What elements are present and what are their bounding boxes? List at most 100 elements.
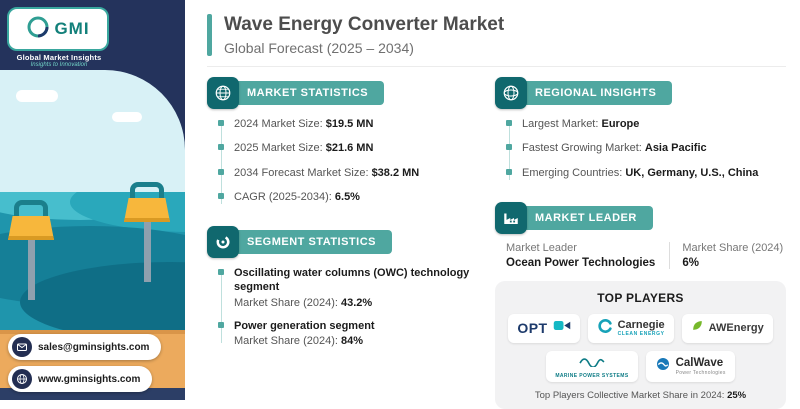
logo-tagline: Insights to Innovation	[30, 62, 88, 68]
segment-title: Oscillating water columns (OWC) technolo…	[234, 267, 470, 294]
logo-acronym: GMI	[54, 19, 90, 38]
player-logo-awenergy: AWEnergy	[681, 313, 773, 343]
stat-value: $19.5 MN	[325, 118, 374, 130]
region-item: Largest Market: Europe	[506, 117, 786, 141]
main-content: Wave Energy Converter Market Global Fore…	[185, 0, 800, 409]
stat-item: 2034 Forecast Market Size: $38.2 MN	[218, 166, 475, 190]
top-players-row: MARINE POWER SYSTEMS CalWave Power Techn…	[505, 350, 776, 382]
email-icon	[12, 337, 32, 357]
globe-icon	[12, 369, 32, 389]
segment-statistics-list: Oscillating water columns (OWC) technolo…	[218, 266, 475, 357]
market-share-label: Market Share (2024)	[682, 241, 784, 254]
stat-label: 2024 Market Size:	[234, 118, 326, 130]
segment-share-label: Market Share (2024):	[234, 335, 341, 348]
segment-share-label: Market Share (2024):	[234, 296, 341, 309]
top-players-heading: TOP PLAYERS	[597, 290, 684, 305]
globe-stats-icon	[207, 77, 239, 109]
buoy-body	[8, 216, 54, 240]
player-logo-calwave: CalWave Power Technologies	[645, 350, 735, 382]
region-label: Emerging Countries:	[522, 166, 626, 179]
contact-email-link[interactable]: sales@gminsights.com	[8, 334, 162, 360]
contact-website-link[interactable]: www.gminsights.com	[8, 366, 153, 392]
contact-email-text: sales@gminsights.com	[38, 341, 150, 353]
stat-item: 2025 Market Size: $21.6 MN	[218, 141, 475, 165]
calwave-logo-text: CalWave	[675, 357, 724, 370]
market-statistics-heading: MARKET STATISTICS	[235, 81, 385, 105]
segment-share-value: 84%	[341, 335, 364, 348]
stat-item: CAGR (2025-2034): 6.5%	[218, 190, 475, 214]
market-statistics-list: 2024 Market Size: $19.5 MN 2025 Market S…	[218, 117, 475, 214]
market-leader-heading: MARKET LEADER	[523, 205, 653, 230]
gmi-logo: GMI	[7, 7, 109, 51]
marine-power-systems-logo-text: MARINE POWER SYSTEMS	[555, 372, 629, 379]
market-share-value: 6%	[682, 256, 699, 269]
segment-item: Power generation segment Market Share (2…	[218, 319, 475, 357]
carnegie-icon	[597, 318, 613, 339]
player-logo-marine-power-systems: MARINE POWER SYSTEMS	[546, 350, 638, 382]
top-players-box: TOP PLAYERS OPT	[495, 280, 786, 409]
region-label: Fastest Growing Market:	[522, 142, 645, 155]
awenergy-logo-text: AWEnergy	[708, 322, 764, 335]
illustration-panel: GMI Global Market Insights Insights to I…	[0, 0, 185, 400]
top-players-footer: Top Players Collective Market Share in 2…	[505, 390, 776, 401]
collective-share-value: 25%	[727, 389, 747, 401]
calwave-icon	[655, 356, 671, 377]
buoy-pole	[27, 240, 35, 300]
wave-converter-buoy	[8, 200, 54, 300]
stat-value: 6.5%	[334, 190, 360, 203]
segment-statistics-section: SEGMENT STATISTICS Oscillating water col…	[207, 226, 475, 357]
market-leader-label: Market Leader	[506, 241, 577, 254]
collective-share-label: Top Players Collective Market Share in 2…	[534, 389, 728, 401]
wave-icon	[579, 354, 605, 372]
region-label: Largest Market:	[522, 118, 602, 130]
calwave-logo-subtext: Power Technologies	[675, 369, 726, 376]
factory-icon	[495, 201, 527, 234]
contact-block: sales@gminsights.com www.gminsights.com	[8, 334, 162, 392]
accent-bar	[207, 14, 212, 56]
globe-grid-icon	[495, 77, 527, 109]
region-value: Europe	[601, 118, 640, 130]
right-column: REGIONAL INSIGHTS Largest Market: Europe…	[495, 77, 786, 409]
market-statistics-section: MARKET STATISTICS 2024 Market Size: $19.…	[207, 77, 475, 214]
wave-converter-buoy	[124, 182, 170, 282]
market-leader-content: Market Leader Ocean Power Technologies M…	[506, 241, 786, 269]
cloud-shape	[112, 112, 142, 122]
region-value: UK, Germany, U.S., China	[625, 166, 759, 179]
region-item: Fastest Growing Market: Asia Pacific	[506, 141, 786, 165]
buoy-frame	[130, 182, 164, 198]
left-column: MARKET STATISTICS 2024 Market Size: $19.…	[207, 77, 475, 409]
region-item: Emerging Countries: UK, Germany, U.S., C…	[506, 166, 786, 190]
market-leader-header: MARKET LEADER	[495, 201, 786, 234]
contact-website-text: www.gminsights.com	[38, 373, 141, 385]
player-logo-carnegie: Carnegie CLEAN ENERGY	[587, 313, 674, 343]
regional-insights-section: REGIONAL INSIGHTS Largest Market: Europe…	[495, 77, 786, 190]
page-subtitle: Global Forecast (2025 – 2034)	[224, 40, 414, 56]
market-leader-section: MARKET LEADER Market Leader Ocean Power …	[495, 201, 786, 269]
sea-shape	[0, 192, 185, 342]
segment-share-value: 43.2%	[341, 296, 373, 309]
page-title: Wave Energy Converter Market	[224, 14, 505, 35]
player-logo-opt: OPT	[508, 313, 580, 343]
segment-item: Oscillating water columns (OWC) technolo…	[218, 266, 475, 319]
segment-statistics-header: SEGMENT STATISTICS	[207, 226, 475, 259]
segment-title: Power generation segment	[234, 319, 375, 332]
market-share-block: Market Share (2024) 6%	[669, 241, 784, 269]
pie-chart-icon	[207, 226, 239, 259]
stat-label: 2025 Market Size:	[234, 142, 326, 155]
buoy-body	[124, 198, 170, 222]
carnegie-logo-subtext: CLEAN ENERGY	[617, 331, 665, 338]
cloud-shape	[16, 90, 58, 102]
opt-camera-icon	[553, 319, 571, 337]
market-leader-value: Ocean Power Technologies	[506, 256, 656, 269]
regional-insights-heading: REGIONAL INSIGHTS	[523, 81, 673, 105]
logo-company-name: Global Market Insights	[16, 53, 102, 62]
regional-insights-header: REGIONAL INSIGHTS	[495, 77, 786, 109]
wave-energy-illustration	[0, 70, 185, 400]
top-players-row: OPT Carnegie CLEAN ENERGY	[505, 313, 776, 343]
buoy-pole	[143, 222, 151, 282]
stat-item: 2024 Market Size: $19.5 MN	[218, 117, 475, 141]
stat-value: $21.6 MN	[325, 142, 374, 155]
market-statistics-header: MARKET STATISTICS	[207, 77, 475, 109]
segment-statistics-heading: SEGMENT STATISTICS	[235, 230, 392, 255]
opt-logo-text: OPT	[517, 320, 548, 337]
